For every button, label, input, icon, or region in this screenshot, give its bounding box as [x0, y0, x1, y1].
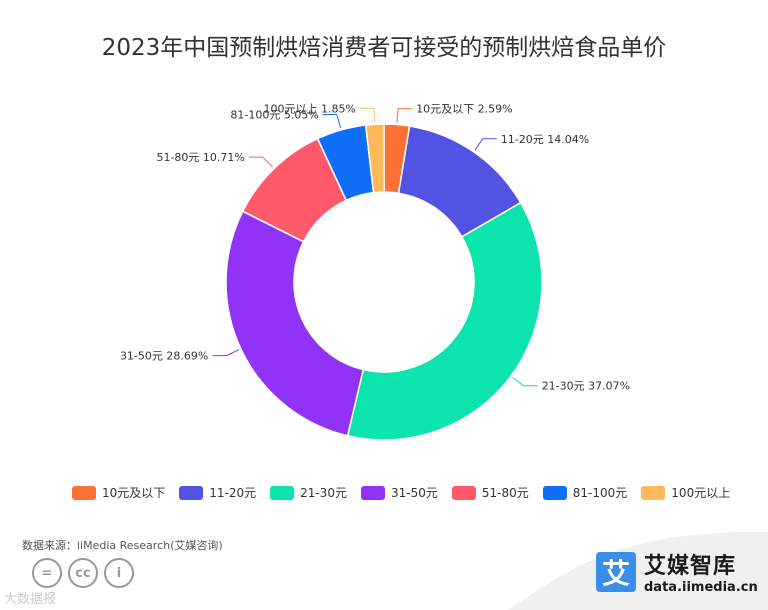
donut-chart: 10元及以下 2.59% 11-20元 14.04% 21-30元 37.07% 31…: [120, 102, 630, 441]
legend-item-2[interactable]: 21-30元: [270, 484, 347, 501]
watermark: 大数据报: [4, 592, 57, 607]
leader-3: [212, 349, 240, 357]
legend-swatch: [542, 485, 567, 500]
legend-item-6[interactable]: 100元以上: [641, 484, 730, 501]
slice-6: [364, 123, 385, 194]
data-labels: 10元及以下 2.59% 11-20元 14.04% 21-30元 37.07% 31…: [120, 102, 630, 392]
leader-5: [322, 114, 342, 129]
legend-label: 21-30元: [300, 486, 348, 500]
data-source: 数据来源：iiMedia Research(艾媒咨询): [22, 539, 223, 552]
leader-4: [248, 156, 273, 168]
brand-name: 艾媒智库: [644, 554, 737, 579]
legend-label: 100元以上: [671, 486, 731, 500]
cc-icon: cc: [68, 558, 98, 588]
data-label-4: 51-80元 10.71%: [156, 151, 244, 164]
legend-label: 31-50元: [391, 486, 438, 500]
license-icons: = cc i: [32, 558, 140, 588]
data-label-5: 81-100元 5.05%: [230, 109, 318, 122]
label-leaders: [212, 107, 538, 387]
legend-label: 51-80元: [481, 486, 529, 500]
brand: 艾 艾媒智库 data.iimedia.cn: [596, 548, 758, 595]
chart-title: 2023年中国预制烘焙消费者可接受的预制烘焙食品单价: [101, 35, 667, 61]
brand-url: data.iimedia.cn: [644, 580, 758, 595]
nd-icon: =: [32, 558, 62, 588]
leader-2: [512, 376, 538, 387]
leader-6: [359, 107, 376, 123]
leader-1: [474, 138, 497, 151]
slice-2: [346, 201, 543, 441]
legend-item-5[interactable]: 81-100元: [542, 484, 628, 501]
legend-item-3[interactable]: 31-50元: [361, 484, 438, 501]
legend-swatch: [451, 485, 476, 500]
legend-item-1[interactable]: 11-20元: [179, 484, 256, 501]
data-label-0: 10元及以下 2.59%: [416, 103, 512, 116]
legend-label: 11-20元: [209, 486, 257, 500]
legend-item-0[interactable]: 10元及以下: [72, 484, 165, 501]
donut-slices: [225, 123, 543, 441]
legend-swatch: [72, 485, 96, 500]
data-label-2: 21-30元 37.07%: [542, 380, 630, 393]
legend-swatch: [641, 485, 666, 500]
legend-swatch: [179, 485, 204, 500]
data-label-1: 11-20元 14.04%: [501, 133, 589, 146]
data-label-6: 100元以上 1.85%: [263, 102, 355, 115]
slice-3: [225, 210, 365, 437]
legend-item-4[interactable]: 51-80元: [451, 484, 529, 501]
legend-label: 81-100元: [572, 486, 628, 500]
leader-0: [396, 108, 413, 123]
legend-swatch: [270, 485, 295, 500]
data-label-3: 31-50元 28.69%: [120, 350, 208, 363]
bottom-wave-decoration: [508, 531, 768, 610]
legend-label: 10元及以下: [102, 486, 166, 500]
brand-logo-icon: 艾: [596, 551, 636, 592]
legend: 10元及以下 11-20元 21-30元 31-50元 51-80元 81-100元 100…: [72, 484, 744, 501]
legend-swatch: [361, 485, 386, 500]
by-icon: i: [104, 558, 134, 588]
